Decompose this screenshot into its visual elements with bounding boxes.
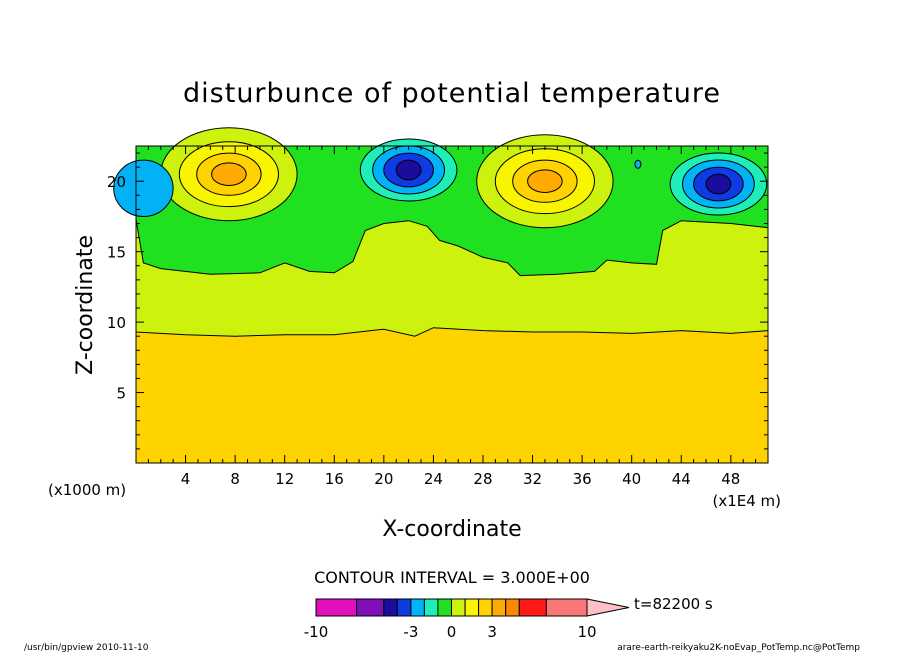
colorbar-segment xyxy=(396,598,412,617)
colorbar-tick-labels: -10 -3 0 3 10 xyxy=(304,623,597,641)
colorbar-segment xyxy=(464,598,480,617)
colorbar-tick-label: -10 xyxy=(304,623,329,641)
colorbar-extend-arrow xyxy=(586,598,630,617)
x-unit-label: (x1E4 m) xyxy=(712,492,781,510)
x-axis-label: X-coordinate xyxy=(382,517,521,542)
colorbar-segment xyxy=(491,598,507,617)
y-tick-label: 10 xyxy=(107,314,126,332)
y-tick-label: 5 xyxy=(116,385,126,403)
footer-right: arare-earth-reikyaku2K-noEvap_PotTemp.nc… xyxy=(617,643,860,653)
colorbar-segment xyxy=(518,598,547,617)
plot-frame xyxy=(135,145,769,464)
colorbar-tick-label: 0 xyxy=(447,623,457,641)
anomaly-cool-4-ring-4 xyxy=(705,173,732,195)
colorbar-segment xyxy=(356,598,385,617)
y-tick-label: 15 xyxy=(107,244,126,262)
x-tick-label: 28 xyxy=(473,470,492,488)
colorbar-tick-label: -3 xyxy=(403,623,418,641)
anomaly-warm-1-ring-4 xyxy=(211,162,247,186)
anomaly-cool-2-ring-4 xyxy=(395,159,422,181)
colorbar-segment xyxy=(315,598,358,617)
plot-area xyxy=(113,127,769,464)
colorbar-segment xyxy=(383,598,398,617)
chart-title: disturbunce of potential temperature xyxy=(183,78,721,109)
anomaly-cool-edge xyxy=(113,159,174,218)
y-unit-label: (x1000 m) xyxy=(48,481,126,499)
contour-interval-label: CONTOUR INTERVAL = 3.000E+00 xyxy=(314,568,590,587)
anomaly-contours xyxy=(113,127,768,229)
y-axis-label: Z-coordinate xyxy=(73,235,98,375)
colorbar-tick-label: 3 xyxy=(487,623,497,641)
colorbar-segment xyxy=(423,598,439,617)
x-axis-ticks: 4 8 12 16 20 24 28 32 36 40 44 48 xyxy=(147,146,769,488)
x-tick-label: 32 xyxy=(523,470,542,488)
x-tick-label: 16 xyxy=(325,470,344,488)
anomaly-cool-small xyxy=(634,159,642,169)
x-tick-label: 40 xyxy=(622,470,641,488)
x-tick-label: 44 xyxy=(672,470,691,488)
x-tick-label: 8 xyxy=(230,470,240,488)
colorbar-segment xyxy=(451,598,466,617)
colorbar-segment xyxy=(437,598,452,617)
footer-left: /usr/bin/gpview 2010-11-10 xyxy=(24,643,149,653)
y-axis-ticks: 5 10 15 20 xyxy=(107,152,768,450)
colorbar xyxy=(315,598,630,617)
x-tick-label: 20 xyxy=(374,470,393,488)
x-tick-label: 48 xyxy=(721,470,740,488)
colorbar-segment xyxy=(478,598,493,617)
x-tick-label: 12 xyxy=(275,470,294,488)
colorbar-segment xyxy=(505,598,520,617)
colorbar-tick-label: 10 xyxy=(577,623,596,641)
time-label: t=82200 s xyxy=(634,595,713,613)
x-tick-label: 36 xyxy=(573,470,592,488)
warm-layer xyxy=(135,327,769,464)
anomaly-warm-3-ring-4 xyxy=(527,169,563,193)
x-tick-label: 24 xyxy=(424,470,443,488)
y-tick-label: 20 xyxy=(107,173,126,191)
x-tick-label: 4 xyxy=(181,470,191,488)
colorbar-segment xyxy=(545,598,588,617)
colorbar-segment xyxy=(410,598,425,617)
